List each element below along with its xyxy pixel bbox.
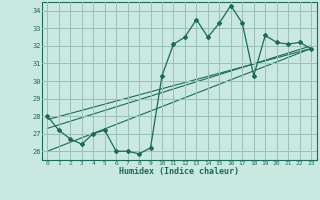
X-axis label: Humidex (Indice chaleur): Humidex (Indice chaleur) (119, 167, 239, 176)
